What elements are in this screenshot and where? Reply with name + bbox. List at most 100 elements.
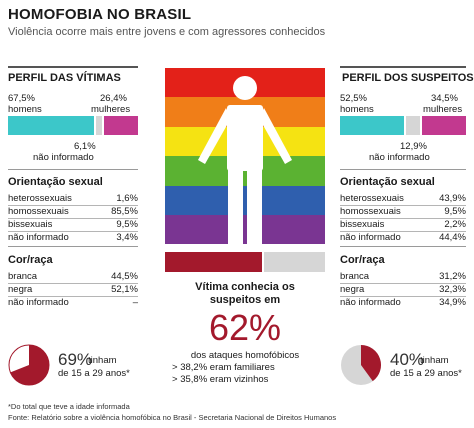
bar-segment-women: [422, 116, 466, 135]
victims-gender-bar: [8, 116, 138, 135]
arrow-icon: >: [172, 362, 178, 373]
table-row: heterossexuais 1,6%: [8, 193, 138, 206]
table-row: não informado 3,4%: [8, 232, 138, 244]
known-text-2: suspeitos em: [209, 294, 281, 306]
row-label: negra: [8, 284, 33, 295]
neighbors-line: 35,8% eram vizinhos: [180, 374, 269, 385]
row-divider: [340, 283, 466, 284]
row-divider: [8, 205, 138, 206]
row-value: 2,2%: [444, 219, 466, 230]
footnote: *Do total que teve a idade informada: [8, 402, 130, 411]
row-label: branca: [340, 271, 370, 282]
suspects-unknown-label: não informado: [369, 152, 430, 163]
divider: [8, 246, 138, 247]
row-divider: [340, 218, 466, 219]
table-row: não informado 34,9%: [340, 297, 466, 309]
row-value: 44,5%: [111, 271, 138, 282]
bar-segment-men: [8, 116, 94, 135]
row-label: não informado: [8, 232, 69, 243]
suspects-men-label: homens: [340, 104, 374, 115]
table-row: negra 32,3%: [340, 284, 466, 297]
table-row: bissexuais 2,2%: [340, 219, 466, 232]
suspects-women-label: mulheres: [423, 104, 463, 115]
table-row: não informado 44,4%: [340, 232, 466, 244]
divider: [8, 169, 138, 170]
bar-segment-women: [104, 116, 138, 135]
row-label: bissexuais: [340, 219, 385, 230]
table-row: branca 31,2%: [340, 271, 466, 284]
row-label: heterossexuais: [8, 193, 72, 204]
suspects-age-value: 40%: [390, 350, 425, 369]
row-divider: [340, 296, 466, 297]
page-title: HOMOFOBIA NO BRASIL: [8, 6, 192, 23]
row-value: 9,5%: [444, 206, 466, 217]
source: Fonte: Relatório sobre a violência homof…: [8, 413, 337, 422]
row-label: branca: [8, 271, 38, 282]
row-value: 3,4%: [116, 232, 138, 243]
victims-men-label: homens: [8, 104, 42, 115]
row-value: 1,6%: [116, 193, 138, 204]
known-big-value: 62%: [208, 307, 282, 348]
row-divider: [8, 296, 138, 297]
divider: [8, 66, 138, 68]
victims-age-text-1: tinham: [88, 355, 117, 366]
row-value: 44,4%: [439, 232, 466, 243]
row-label: não informado: [8, 297, 69, 308]
row-divider: [8, 218, 138, 219]
row-value: 31,2%: [439, 271, 466, 282]
suspects-age-pie: [341, 345, 382, 385]
suspects-race-header: Cor/raça: [340, 254, 385, 266]
row-divider: [340, 231, 466, 232]
page-subtitle: Violência ocorre mais entre jovens e com…: [8, 26, 326, 38]
row-label: não informado: [340, 232, 401, 243]
bar-segment-unknown: [406, 116, 420, 135]
row-value: –: [132, 297, 138, 308]
row-value: 9,5%: [116, 219, 138, 230]
row-label: bissexuais: [8, 219, 53, 230]
suspects-orientation-header: Orientação sexual: [340, 176, 435, 188]
bar-segment-known: [165, 252, 262, 272]
row-label: negra: [340, 284, 365, 295]
family-line: 38,2% eram familiares: [180, 362, 275, 373]
row-label: homossexuais: [8, 206, 69, 217]
victims-unknown-value: 6,1%: [74, 141, 96, 152]
rainbow-stripe-blue: [165, 186, 325, 215]
suspects-age-text-1: tinham: [420, 355, 449, 366]
suspects-header: PERFIL DOS SUSPEITOS: [342, 72, 474, 84]
suspects-women-value: 34,5%: [431, 93, 458, 104]
known-text-1: Vítima conhecia os: [195, 281, 295, 293]
table-row: bissexuais 9,5%: [8, 219, 138, 232]
victims-orientation-header: Orientação sexual: [8, 176, 103, 188]
victims-unknown-label: não informado: [33, 152, 94, 163]
row-value: 52,1%: [111, 284, 138, 295]
rainbow-figure: [165, 68, 325, 244]
pie-slice-15-29: [361, 345, 382, 382]
victims-women-label: mulheres: [91, 104, 131, 115]
row-divider: [340, 205, 466, 206]
suspects-men-value: 52,5%: [340, 93, 367, 104]
row-value: 34,9%: [439, 297, 466, 308]
victims-age-text-2: de 15 a 29 anos*: [58, 368, 130, 379]
known-suspects-bar: [165, 252, 325, 272]
table-row: negra 52,1%: [8, 284, 138, 297]
divider: [340, 66, 466, 68]
row-value: 85,5%: [111, 206, 138, 217]
arrow-icon: >: [172, 374, 178, 385]
table-row: homossexuais 9,5%: [340, 206, 466, 219]
victims-age-pie: [8, 344, 50, 386]
table-row: homossexuais 85,5%: [8, 206, 138, 219]
bar-segment-men: [340, 116, 404, 135]
suspects-gender-bar: [340, 116, 466, 135]
row-value: 32,3%: [439, 284, 466, 295]
row-label: homossexuais: [340, 206, 401, 217]
bar-segment-rest: [264, 252, 325, 272]
row-value: 43,9%: [439, 193, 466, 204]
suspects-unknown-value: 12,9%: [400, 141, 427, 152]
suspects-age-text-2: de 15 a 29 anos*: [390, 368, 462, 379]
row-divider: [8, 283, 138, 284]
victims-header: PERFIL DAS VÍTIMAS: [8, 72, 121, 84]
row-divider: [8, 231, 138, 232]
table-row: heterossexuais 43,9%: [340, 193, 466, 206]
person-icon: [198, 76, 292, 244]
table-row: não informado –: [8, 297, 138, 309]
